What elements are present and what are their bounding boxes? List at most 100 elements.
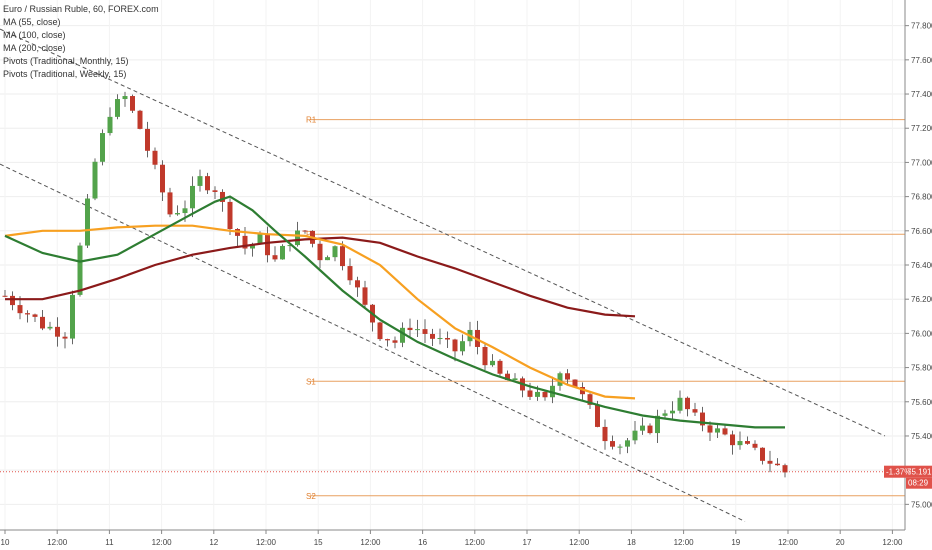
- candle: [422, 319, 428, 344]
- y-tick-label: 75.000: [911, 500, 932, 509]
- candle: [205, 172, 210, 194]
- legend-ma100[interactable]: MA (100, close): [3, 30, 66, 40]
- candle-body: [422, 329, 428, 334]
- candle-body: [152, 150, 158, 165]
- time-axis: 10 12:00 11 12:00 12 12:00 15 12:00 16 12:00 17 12:…: [0, 529, 932, 550]
- x-tick-label: 12:00: [569, 538, 590, 547]
- candle: [325, 255, 330, 261]
- legend-ma200[interactable]: MA (200, close): [3, 43, 66, 53]
- candle-body: [92, 161, 98, 199]
- y-tick-label: 77.600: [911, 56, 932, 65]
- legend-ma55[interactable]: MA (55, close): [3, 17, 61, 27]
- candle: [47, 321, 53, 331]
- candle: [55, 317, 60, 347]
- candle-body: [17, 305, 23, 314]
- price-axis-bg: [905, 0, 932, 550]
- candle: [272, 246, 278, 262]
- candle-body: [62, 336, 68, 339]
- candle-body: [280, 245, 285, 260]
- candle-body: [130, 96, 135, 111]
- candle: [632, 420, 638, 445]
- candle-body: [220, 191, 225, 202]
- candle: [167, 187, 173, 218]
- badge-price: 75.191: [907, 468, 932, 477]
- candle-body: [355, 280, 360, 288]
- y-tick-label: 77.200: [911, 124, 932, 133]
- candle-body: [445, 338, 450, 340]
- x-tick-label: 12:00: [674, 538, 695, 547]
- candle: [130, 94, 135, 114]
- candle: [10, 291, 15, 311]
- candle: [737, 431, 743, 450]
- candle-body: [542, 391, 548, 398]
- x-tick-label: 12:00: [465, 538, 486, 547]
- x-tick-label: 18: [627, 538, 636, 547]
- x-tick-label: 16: [418, 538, 427, 547]
- candle-body: [107, 116, 113, 134]
- candle: [122, 91, 128, 107]
- candle-body: [340, 246, 345, 267]
- badge-countdown: 08:29: [908, 479, 929, 488]
- candle-body: [400, 327, 405, 343]
- candle: [700, 406, 705, 432]
- candle: [760, 447, 765, 465]
- y-tick-label: 76.000: [911, 329, 932, 338]
- candle: [355, 276, 360, 297]
- candle-body: [55, 326, 60, 337]
- candle-body: [760, 447, 765, 461]
- price-axis: 77.800 77.600 77.400 77.200 77.000 76.800 76.6…: [904, 0, 932, 550]
- candle: [782, 463, 788, 478]
- legend-pivots-monthly[interactable]: Pivots (Traditional, Monthly, 15): [3, 56, 129, 66]
- x-tick-label: 12:00: [778, 538, 799, 547]
- candle-body: [497, 360, 503, 374]
- y-tick-label: 76.400: [911, 261, 932, 270]
- y-tick-label: 77.400: [911, 90, 932, 99]
- candle: [430, 328, 435, 347]
- candle: [587, 393, 593, 410]
- candle: [175, 205, 180, 216]
- candle: [752, 440, 758, 451]
- candle-body: [572, 379, 578, 387]
- candle-body: [685, 397, 690, 410]
- x-tick-label: 10: [1, 538, 10, 547]
- candle-body: [385, 339, 390, 341]
- candle: [617, 444, 623, 455]
- candle-body: [617, 446, 623, 448]
- candle-body: [77, 245, 83, 295]
- candle: [400, 322, 405, 348]
- candle-body: [722, 428, 728, 435]
- candle: [145, 121, 150, 158]
- candle-body: [565, 373, 570, 380]
- candle: [655, 409, 660, 443]
- x-tick-label: 11: [105, 538, 114, 547]
- candle-body: [415, 329, 420, 331]
- candle-body: [775, 463, 780, 466]
- candle: [25, 310, 30, 323]
- candle-body: [737, 441, 743, 446]
- legend: Euro / Russian Ruble, 60, FOREX.com MA (…: [3, 3, 159, 81]
- candle-body: [32, 314, 38, 317]
- time-axis-bg: [0, 530, 932, 550]
- candle-body: [452, 339, 458, 352]
- candle: [85, 193, 90, 248]
- candle-body: [302, 230, 308, 232]
- candle: [190, 176, 195, 218]
- x-tick-label: 12:00: [47, 538, 68, 547]
- legend-pivots-weekly[interactable]: Pivots (Traditional, Weekly, 15): [3, 69, 127, 79]
- candle: [452, 338, 458, 362]
- candle-body: [715, 428, 720, 433]
- pivot-label-R1: R1: [306, 116, 317, 125]
- candle-body: [595, 404, 600, 427]
- candle: [385, 338, 390, 347]
- candle: [100, 129, 105, 166]
- candle-body: [647, 425, 653, 434]
- ma200-line: [5, 236, 636, 318]
- candle-body: [662, 413, 668, 416]
- candle-body: [782, 465, 788, 473]
- candle-body: [47, 326, 53, 329]
- candle: [62, 332, 68, 349]
- candle-body: [325, 257, 330, 261]
- x-tick-label: 12:00: [882, 538, 903, 547]
- y-tick-label: 76.800: [911, 193, 932, 202]
